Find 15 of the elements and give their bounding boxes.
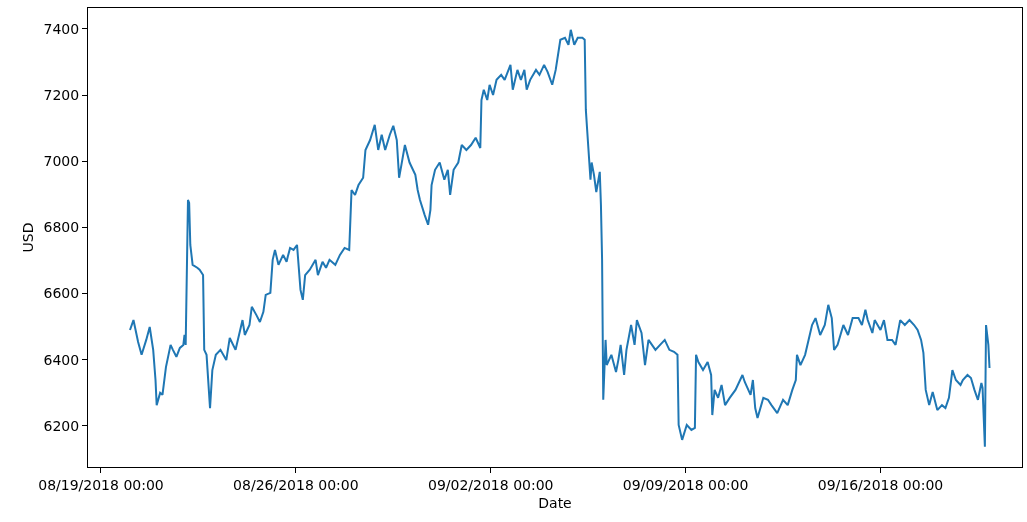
x-tick-label: 09/02/2018 00:00: [427, 476, 554, 493]
y-tick-label: 6600: [43, 285, 80, 302]
x-tick-label: 09/09/2018 00:00: [622, 476, 749, 493]
y-tick-label: 6200: [43, 417, 80, 434]
y-tick-label: 6400: [43, 351, 80, 368]
x-axis-title: Date: [538, 495, 572, 512]
y-axis-title: USD: [20, 222, 37, 253]
y-tick-label: 7200: [43, 86, 80, 103]
x-tick-label: 08/19/2018 00:00: [38, 476, 164, 493]
line-series: [128, 28, 991, 448]
x-tick-label: 09/16/2018 00:00: [817, 476, 944, 493]
y-tick-label: 7400: [43, 20, 80, 37]
y-tick-label: 7000: [43, 153, 80, 170]
x-tick-label: 08/26/2018 00:00: [233, 476, 359, 493]
y-tick-label: 6800: [43, 219, 80, 236]
